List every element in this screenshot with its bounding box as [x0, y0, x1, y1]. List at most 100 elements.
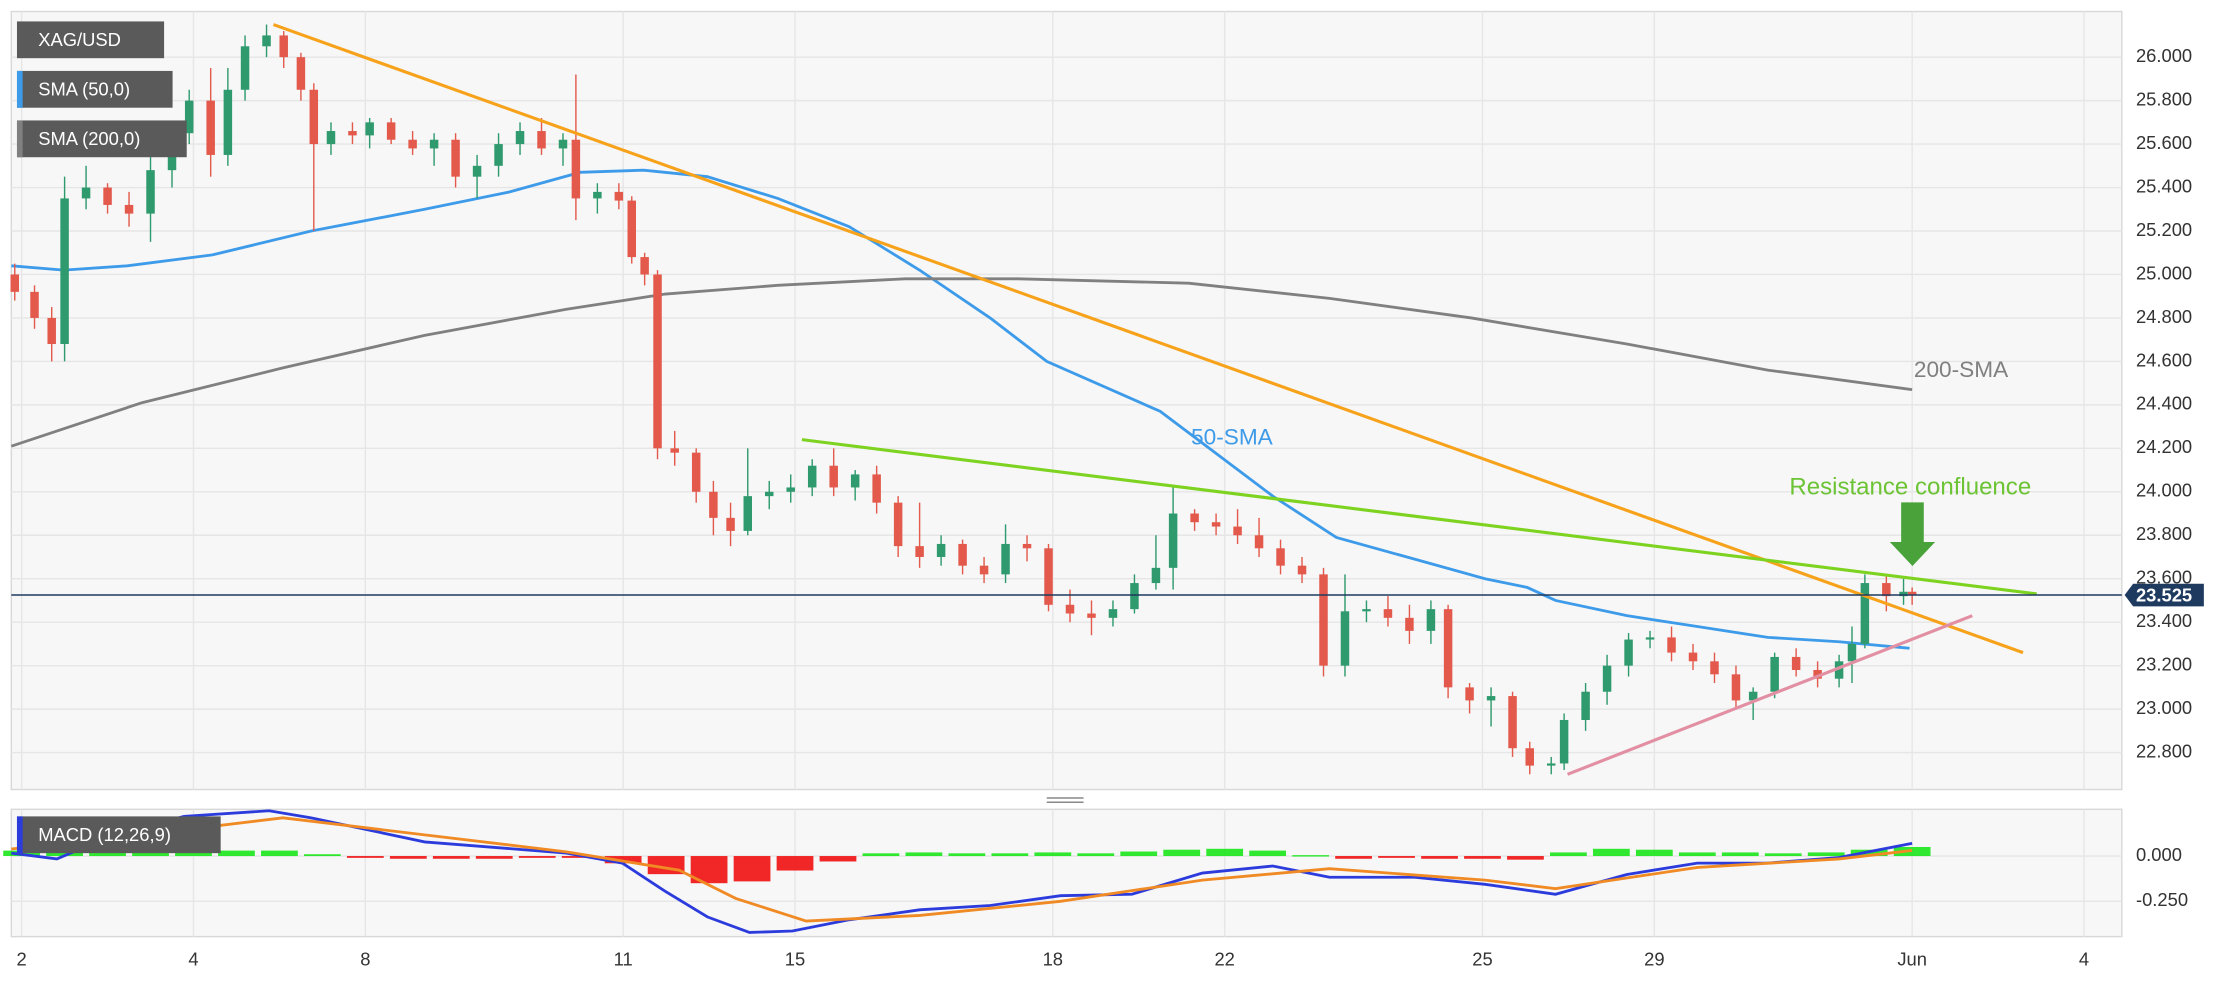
candle-body [348, 131, 357, 136]
candle-body [640, 257, 649, 275]
candle-body [124, 204, 134, 214]
x-tick-label: 8 [360, 949, 370, 970]
y-tick-label: 25.000 [2136, 262, 2192, 283]
candle-body [30, 291, 39, 318]
histogram-bar [1635, 849, 1673, 857]
histogram-bar [89, 850, 126, 857]
candle-body [915, 546, 924, 557]
candle-body [1211, 522, 1221, 527]
histogram-bar [46, 850, 83, 857]
candle-body [262, 35, 271, 47]
legend-swatch [16, 70, 23, 108]
candle-body [1546, 763, 1556, 766]
candle-body [1383, 609, 1393, 618]
candle-body [1645, 637, 1655, 640]
legend-box[interactable] [16, 816, 221, 854]
histogram-bar [1335, 856, 1372, 859]
histogram-bar [1550, 852, 1587, 857]
legend-swatch [16, 120, 23, 158]
candle-body [1834, 661, 1844, 679]
macd-panel [10, 808, 2123, 938]
candle-body [558, 139, 568, 149]
candle-body [1254, 535, 1264, 549]
candle-body [1907, 591, 1917, 596]
histogram-bar [862, 853, 900, 857]
y-tick-label: -0.250 [2136, 889, 2188, 910]
candle-body [1731, 674, 1741, 701]
candle-body [1319, 574, 1328, 666]
candle-body [627, 200, 636, 258]
candle-body [1847, 643, 1857, 662]
candle-body [223, 89, 233, 155]
sma-line [11, 168, 1910, 650]
candle-body [958, 543, 967, 566]
annotation: Resistance confluence [1789, 474, 2031, 501]
candle-body [614, 191, 624, 201]
histogram-bar [905, 852, 943, 857]
x-tick-label: 29 [1644, 949, 1664, 970]
y-tick-label: 25.200 [2136, 219, 2192, 240]
x-tick-label: 25 [1472, 949, 1492, 970]
candle-body [1022, 543, 1032, 549]
candle-body [408, 139, 417, 149]
legend-box[interactable] [16, 120, 187, 158]
candle-body [60, 198, 69, 345]
candle-body [146, 170, 155, 214]
y-tick-label: 25.600 [2136, 132, 2192, 153]
candle-body [1624, 639, 1633, 666]
histogram-bar [1421, 856, 1458, 859]
histogram-bar [1378, 856, 1415, 858]
candle-body [1559, 719, 1569, 764]
candle-body [764, 491, 774, 497]
candle-body [1508, 696, 1517, 749]
candle-body [1813, 669, 1822, 679]
candle-body [81, 187, 91, 199]
legend-label: XAG/USD [38, 29, 121, 50]
candle-body [1667, 637, 1676, 653]
candle-body [309, 89, 319, 145]
candle-body [365, 122, 374, 136]
x-tick-label: 2 [17, 949, 27, 970]
histogram-bar [475, 856, 513, 859]
candle-body [1108, 609, 1118, 618]
legend-box[interactable] [16, 21, 165, 59]
candle-body [429, 139, 439, 149]
candle-body [1443, 609, 1453, 688]
candle-body [296, 57, 306, 90]
histogram-bar [132, 850, 169, 857]
histogram-bar [1721, 852, 1759, 857]
candle-body [1405, 617, 1414, 631]
histogram-bar [304, 854, 341, 857]
candle-body [979, 565, 989, 575]
candle-body [653, 274, 662, 449]
candle-body [1486, 696, 1496, 701]
legend-box[interactable] [16, 70, 173, 108]
candle-body [1710, 661, 1719, 675]
last-price-label: 23.525 [2136, 584, 2192, 605]
histogram-bar [1163, 849, 1201, 857]
grid [11, 11, 2122, 937]
histogram-bar [1507, 856, 1544, 860]
candle-body [1168, 513, 1178, 568]
x-tick-label: 18 [1043, 949, 1063, 970]
histogram-bar [1077, 853, 1115, 857]
histogram-bar [175, 850, 212, 857]
candle-body [829, 465, 838, 488]
candle-body [1581, 691, 1590, 720]
marks [3, 23, 2122, 934]
macd-line [11, 816, 1913, 923]
x-tick-label: 4 [2079, 949, 2089, 970]
candle-body [1065, 604, 1075, 614]
y-tick-label: 23.800 [2136, 523, 2192, 544]
y-tick-label: 22.800 [2136, 740, 2192, 761]
x-tick-label: Jun [1897, 949, 1927, 970]
candle-body [206, 100, 215, 155]
y-tick-label: 23.600 [2136, 567, 2192, 588]
histogram-bar [432, 856, 470, 859]
histogram-bar [261, 850, 298, 857]
y-tick-label: 24.200 [2136, 436, 2192, 457]
candle-body [1860, 583, 1870, 644]
arrow [1889, 502, 1936, 567]
macd-label: MACD (12,26,9) [38, 824, 171, 845]
legend-label: SMA (50,0) [38, 79, 130, 100]
